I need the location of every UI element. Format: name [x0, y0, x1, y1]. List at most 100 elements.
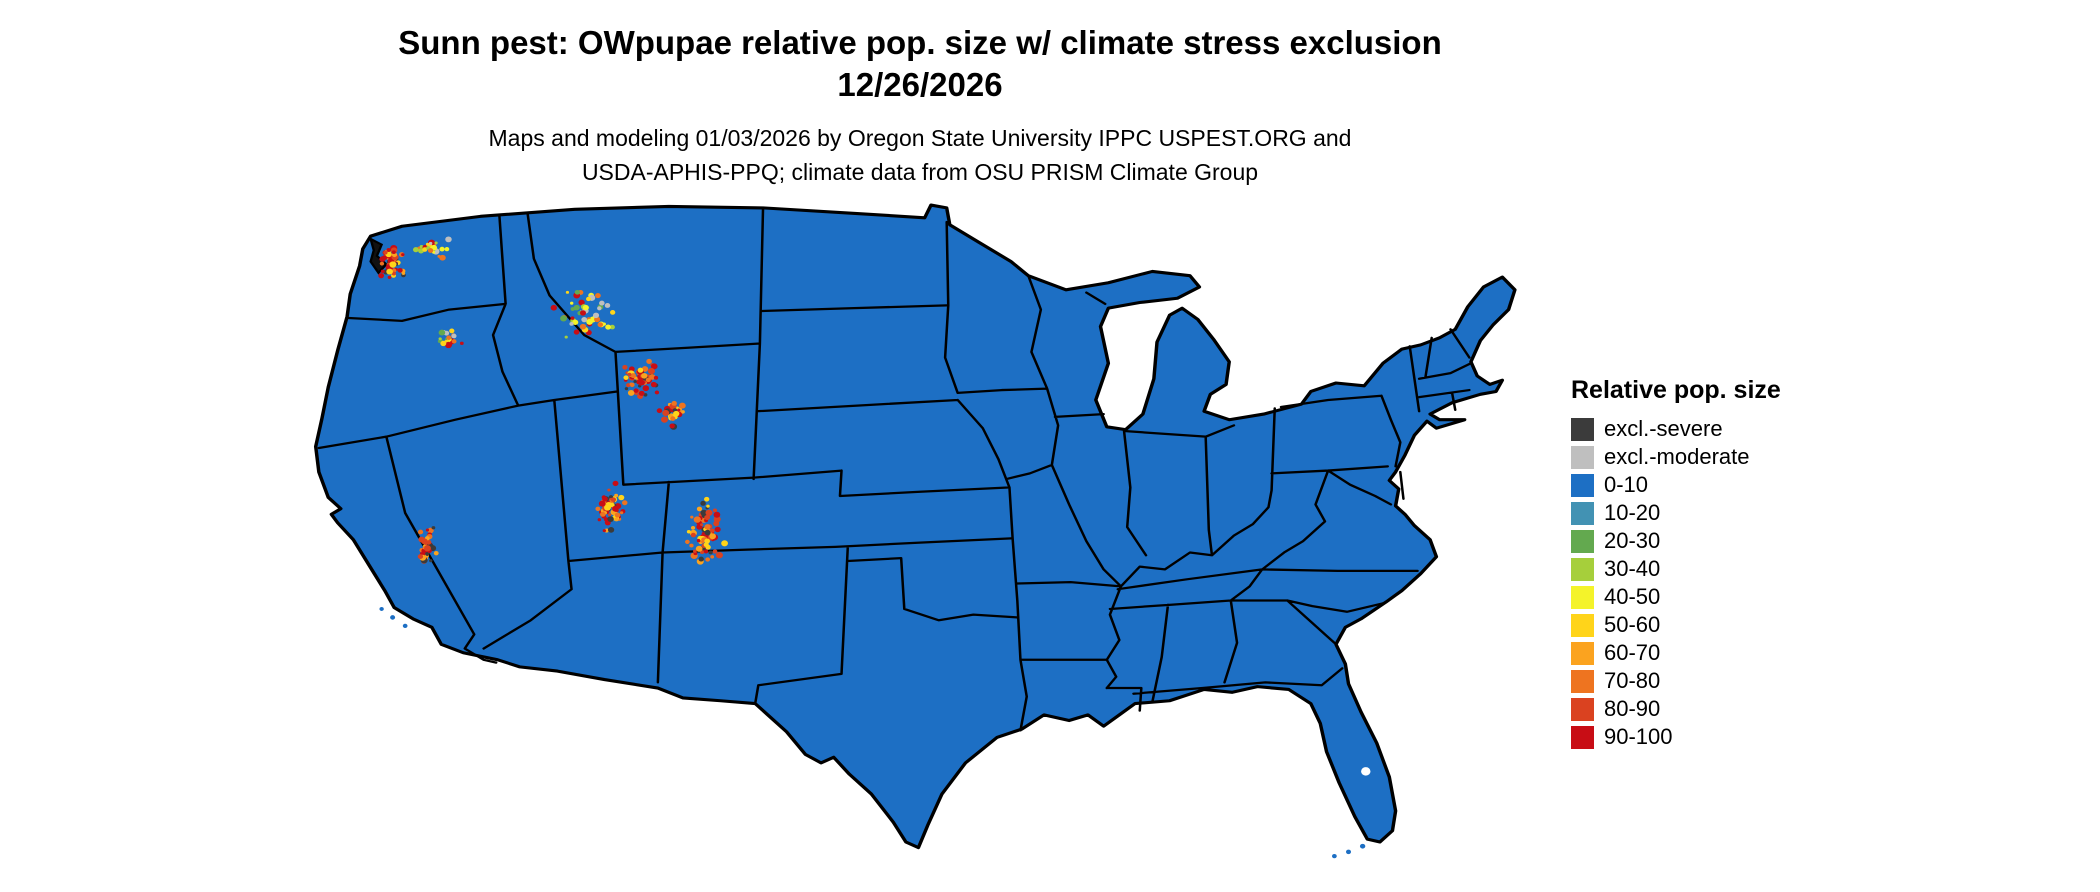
legend-item-80-90: 80-90 [1571, 695, 1781, 723]
hotspot-dot [579, 323, 587, 330]
hotspot-dot [713, 511, 721, 518]
hotspot-dot [629, 382, 633, 386]
state-borders [317, 206, 1473, 732]
hotspot-dot [428, 241, 433, 246]
hotspot-dot [610, 497, 617, 502]
hotspot-dot [695, 545, 703, 552]
hotspot-dot [573, 329, 580, 335]
hotspot-dot [444, 247, 450, 252]
hotspot-dot [706, 504, 710, 508]
hotspot-dot [656, 408, 663, 414]
legend-item-70-80: 70-80 [1571, 667, 1781, 695]
legend-item-10-20: 10-20 [1571, 499, 1781, 527]
legend-title: Relative pop. size [1571, 376, 1781, 404]
hotspot-dot [693, 516, 701, 523]
hotspot-dot [645, 377, 651, 383]
hotspot-dot [570, 316, 575, 320]
legend-label: 20-30 [1604, 528, 1661, 553]
hotspot-dot [614, 493, 619, 498]
hotspot-dot [638, 390, 645, 396]
hotspot-dot [609, 502, 615, 508]
hotspot-dot [689, 543, 694, 548]
florida-key [1332, 853, 1337, 859]
hotspot-dot [650, 381, 657, 388]
legend-label: 70-80 [1604, 668, 1661, 693]
hotspot-dot [708, 550, 713, 555]
legend-swatch [1571, 417, 1594, 441]
hotspot-dot [383, 250, 388, 255]
hotspot-dot [574, 289, 580, 295]
hotspot-dot [391, 250, 396, 255]
figure-titles: Sunn pest: OWpupae relative pop. size w/… [0, 22, 1840, 189]
legend-label: 40-50 [1604, 584, 1661, 609]
hotspot-dot [638, 379, 645, 386]
hotspot-dot [696, 538, 701, 543]
legend-item-20-30: 20-30 [1571, 527, 1781, 555]
hotspot-dot [604, 303, 611, 308]
channel-island [379, 606, 384, 611]
hotspot-dot [660, 416, 668, 423]
hotspot-dot [446, 335, 452, 340]
hotspot-dot [704, 496, 710, 502]
hotspot-dot [607, 516, 614, 523]
hotspot-dot [582, 304, 589, 311]
hotspot-dot [712, 508, 718, 513]
hotspot-dot [597, 306, 602, 311]
legend-item-excl.-severe: excl.-severe [1571, 415, 1781, 443]
hotspot-dot [690, 515, 694, 519]
hotspot-dot [449, 328, 455, 334]
hotspot-dot [604, 504, 611, 511]
legend-label: 30-40 [1604, 556, 1661, 581]
hotspot-dot [700, 523, 704, 527]
hotspot-dot [429, 559, 433, 563]
hotspot-dot [438, 337, 442, 341]
legend-swatch [1571, 641, 1594, 665]
legend-label: excl.-moderate [1604, 444, 1750, 469]
legend-label: 60-70 [1604, 640, 1661, 665]
hotspot-dot [401, 253, 405, 257]
hotspot-dot [600, 511, 606, 517]
hotspot-dot [625, 383, 631, 388]
hotspot-dot [459, 341, 464, 345]
hotspot-dot [437, 339, 442, 343]
hotspot-dot [690, 532, 696, 538]
hotspot-dot [597, 322, 604, 328]
hotspot-dot [609, 324, 615, 330]
hotspot-dot [671, 400, 677, 406]
hotspot-dot [595, 506, 601, 512]
hotspot-dot [572, 319, 579, 325]
us-map [313, 203, 1517, 859]
legend-swatch [1571, 585, 1594, 609]
legend-item-50-60: 50-60 [1571, 611, 1781, 639]
hotspot-dot [550, 304, 557, 311]
hotspot-dot [677, 408, 681, 412]
legend-label: 80-90 [1604, 696, 1661, 721]
hotspot-dot [705, 557, 710, 562]
hotspot-dot [438, 329, 446, 336]
hotspot-dot [431, 526, 436, 530]
channel-island [402, 623, 408, 629]
hotspot-dot [565, 290, 570, 294]
legend-swatch [1571, 613, 1594, 637]
hotspot-dot [580, 310, 587, 316]
legend-swatch [1571, 697, 1594, 721]
hotspot-dot [642, 385, 650, 392]
figure-subtitle-line2: USDA-APHIS-PPQ; climate data from OSU PR… [581, 158, 1259, 185]
hotspot-dot [715, 551, 723, 559]
legend-swatch [1571, 501, 1594, 525]
hotspot-dot [709, 533, 716, 540]
hotspot-dot [386, 268, 393, 275]
legend-swatch [1571, 557, 1594, 581]
hotspot-dot [379, 261, 385, 266]
hotspot-dot [685, 539, 690, 544]
hotspot-dot [646, 358, 652, 364]
hotspot-dot [633, 388, 639, 393]
hotspot-dot [597, 518, 602, 522]
hotspot-dot [637, 367, 644, 373]
hotspot-dot [564, 335, 568, 339]
hotspot-dot [627, 372, 632, 377]
hotspot-dot [714, 526, 721, 533]
hotspot-dot [670, 416, 676, 421]
hotspot-dot [690, 526, 696, 530]
